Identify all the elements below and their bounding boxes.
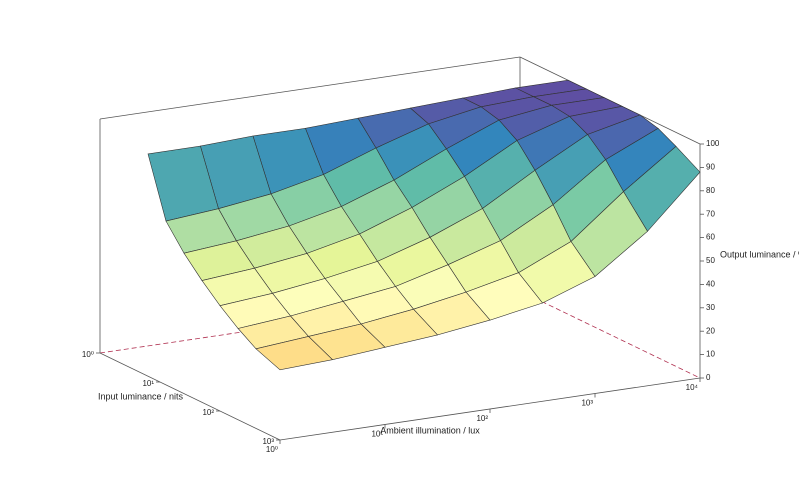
- z-tick-label: 80: [706, 186, 715, 195]
- x-tick-label: 10³: [581, 399, 593, 408]
- z-axis-title: Output luminance / %: [720, 249, 799, 259]
- y-axis-title: Input luminance / nits: [98, 391, 184, 401]
- x-axis-title: Ambient illumination / lux: [380, 425, 480, 435]
- y-tick-label: 10³: [262, 437, 274, 446]
- x-tick-label: 10²: [476, 414, 488, 423]
- z-tick-label: 0: [706, 373, 711, 382]
- z-tick-label: 10: [706, 350, 715, 359]
- z-tick-label: 60: [706, 233, 715, 242]
- z-tick-label: 100: [706, 139, 720, 148]
- y-tick-label: 10²: [202, 408, 214, 417]
- z-tick-label: 30: [706, 303, 715, 312]
- surface-patch: [255, 336, 334, 371]
- y-tick-label: 10⁰: [82, 350, 94, 359]
- z-tick-label: 90: [706, 163, 715, 172]
- y-tick-label: 10¹: [142, 379, 154, 388]
- z-tick-label: 70: [706, 209, 715, 218]
- z-tick-label: 40: [706, 280, 715, 289]
- box-edge: [99, 56, 521, 120]
- z-tick-label: 50: [706, 256, 715, 265]
- y-axis-line: [99, 352, 281, 441]
- x-tick-label: 10⁴: [686, 383, 699, 392]
- x-tick-label: 10¹: [371, 430, 383, 439]
- z-tick-label: 20: [706, 326, 715, 335]
- x-tick-label: 10⁰: [266, 445, 278, 454]
- floor-edge: [519, 290, 701, 379]
